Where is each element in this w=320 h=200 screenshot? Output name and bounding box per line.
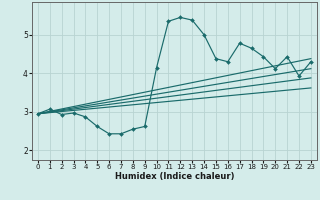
X-axis label: Humidex (Indice chaleur): Humidex (Indice chaleur) xyxy=(115,172,234,181)
